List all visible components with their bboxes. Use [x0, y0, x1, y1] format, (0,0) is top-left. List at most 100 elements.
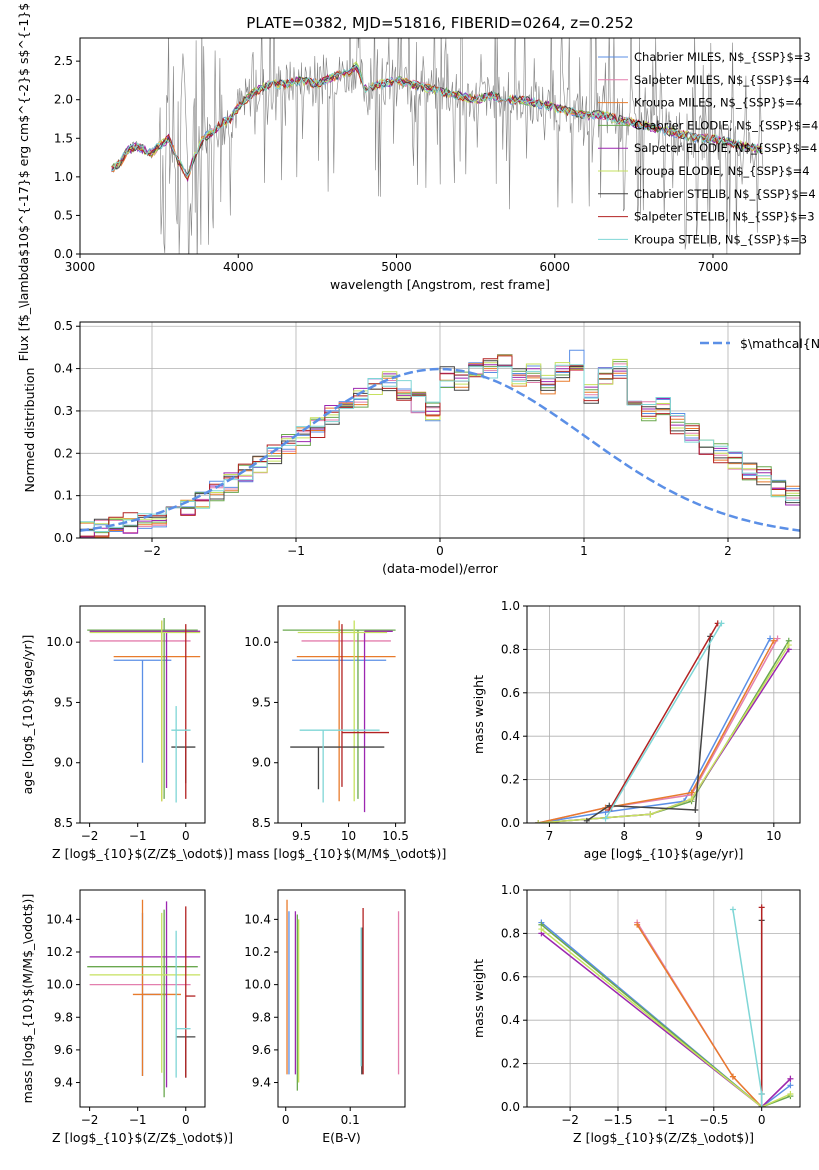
legend-label-4: Salpeter ELODIE, N$_{SSP}$=4 [634, 141, 817, 155]
weight-marker-5 [787, 1090, 794, 1097]
y-tick-label: 0.5 [54, 319, 73, 333]
x-tick-label: 0 [758, 1113, 766, 1127]
weight-line-5 [538, 644, 790, 823]
x-tick-label: 6000 [539, 260, 570, 274]
x-tick-label: 0 [182, 1113, 190, 1127]
x-tick-label: −2 [561, 1113, 579, 1127]
x-axis-label: mass [log$_{10}$(M/M$_\odot$)] [237, 846, 447, 861]
weight-marker-2 [770, 637, 777, 644]
weight-marker-4 [787, 1075, 794, 1082]
legend-label-6: Chabrier STELIB, N$_{SSP}$=4 [634, 187, 816, 201]
y-tick-label: 0.2 [501, 1057, 520, 1071]
y-tick-label: 0.1 [54, 489, 73, 503]
weight-marker-6 [692, 806, 699, 813]
x-tick-label: 4000 [223, 260, 254, 274]
x-tick-label: 2 [724, 544, 732, 558]
x-tick-label: 9 [695, 829, 703, 843]
y-tick-label: 9.4 [54, 1076, 73, 1090]
legend-label-2: Kroupa MILES, N$_{SSP}$=4 [634, 96, 802, 110]
plot-area [87, 618, 201, 803]
panel-7: −2 −1.5 −1 −0.5 0 0.0 0.2 0.4 0.6 0.8 1.0 Z [log$_{… [471, 883, 801, 1145]
plot-area [535, 620, 792, 823]
y-tick-label: 0.2 [501, 773, 520, 787]
x-axis-label: wavelength [Angstrom, rest frame] [330, 277, 550, 292]
y-tick-label: 9.0 [54, 756, 73, 770]
panel-1: −2 −1 0 1 2 0.0 0.1 0.2 0.3 0.4 0.5 (data-model)/er… [22, 319, 819, 576]
x-tick-label: 0 [182, 829, 190, 843]
y-tick-label: 9.5 [54, 695, 73, 709]
weight-marker-5 [538, 926, 545, 933]
x-tick-label: −1.5 [603, 1113, 632, 1127]
x-tick-label: 0 [436, 544, 444, 558]
x-tick-label: 7000 [698, 260, 729, 274]
axes-frame [526, 889, 801, 1108]
y-tick-label: 0.4 [501, 729, 520, 743]
weight-marker-0 [767, 635, 774, 642]
x-tick-label: 8 [620, 829, 628, 843]
y-tick-label: 10.2 [46, 945, 73, 959]
y-tick-label: 0.0 [501, 816, 520, 830]
y-tick-label: 0.4 [54, 362, 73, 376]
weight-line-5 [540, 928, 791, 1107]
x-tick-label: −1 [657, 1113, 675, 1127]
weight-marker-8 [729, 906, 736, 913]
weight-marker-0 [787, 1082, 794, 1089]
x-axis-label: Z [log$_{10}$(Z/Z$_\odot$)] [52, 846, 233, 861]
model-spectrum-7 [111, 65, 763, 181]
panel-0: 3000 4000 5000 6000 7000 0.0 0.5 1.0 1.5 2.0 2.5 wa… [16, 0, 818, 361]
y-tick-label: 9.5 [252, 695, 271, 709]
y-axis-label: Flux [f$_\lambda$10$^{-17}$ erg cm$^{-2}… [16, 0, 31, 361]
y-axis-label: mass weight [471, 675, 486, 754]
x-axis-label: (data-model)/error [382, 561, 499, 576]
y-tick-label: 10.0 [46, 635, 73, 649]
y-tick-label: 0.3 [54, 404, 73, 418]
weight-marker-5 [688, 796, 695, 803]
x-tick-label: −0.5 [699, 1113, 728, 1127]
weight-line-3 [540, 924, 791, 1107]
weight-marker-2 [729, 1073, 736, 1080]
y-tick-label: 0.6 [501, 686, 520, 700]
y-tick-label: 1.0 [501, 599, 520, 613]
x-axis-label: Z [log$_{10}$(Z/Z$_\odot$)] [52, 1130, 233, 1145]
y-tick-label: 1.0 [54, 170, 73, 184]
y-tick-label: 9.0 [252, 756, 271, 770]
plot-area [80, 349, 800, 538]
weight-line-6 [586, 636, 711, 822]
panel-2: −2 −1 0 8.5 9.0 9.5 10.0 Z [log$_{10}$(Z/Z$_\od… [20, 605, 233, 861]
panel-6: 0 0.1 9.4 9.6 9.8 10.0 10.2 10.4 E(B-V) [244, 889, 406, 1145]
weight-marker-5 [785, 642, 792, 649]
x-tick-label: −2 [81, 1113, 99, 1127]
weight-line-8 [604, 623, 723, 820]
plot-area [538, 904, 794, 1107]
legend-label-1: Salpeter MILES, N$_{SSP}$=4 [634, 73, 810, 87]
weight-line-8 [732, 909, 763, 1107]
y-axis-label: mass [log$_{10}$(M/M$_\odot$)] [20, 894, 35, 1104]
y-tick-label: 10.0 [46, 978, 73, 992]
y-axis-label: Normed distribution [22, 368, 37, 493]
data-spectrum [111, 38, 764, 254]
legend-label-8: Kroupa STELIB, N$_{SSP}$=3 [634, 232, 807, 246]
y-tick-label: 9.8 [252, 1010, 271, 1024]
weight-marker-8 [758, 1090, 765, 1097]
axes-frame [277, 605, 406, 824]
y-tick-label: 0.5 [54, 208, 73, 222]
x-tick-label: −2 [143, 544, 161, 558]
y-tick-label: 0.8 [501, 926, 520, 940]
legend-label-3: Chabrier ELODIE, N$_{SSP}$=4 [634, 118, 818, 132]
weight-marker-2 [634, 921, 641, 928]
weight-line-4 [540, 932, 791, 1107]
model-spectrum-8 [111, 64, 763, 177]
x-axis-label: Z [log$_{10}$(Z/Z$_\odot$)] [573, 1130, 754, 1145]
y-tick-label: 0.0 [54, 531, 73, 545]
plot-area [111, 38, 764, 254]
x-tick-label: −2 [81, 829, 99, 843]
x-tick-label: 1 [580, 544, 588, 558]
y-tick-label: 10.0 [244, 978, 271, 992]
x-tick-label: 5000 [381, 260, 412, 274]
y-tick-label: 0.2 [54, 446, 73, 460]
y-axis-label: age [log$_{10}$(age/yr)] [20, 635, 35, 795]
y-tick-label: 2.0 [54, 93, 73, 107]
weight-marker-8 [718, 620, 725, 627]
plot-area [87, 899, 201, 1098]
x-tick-label: −1 [129, 1113, 147, 1127]
